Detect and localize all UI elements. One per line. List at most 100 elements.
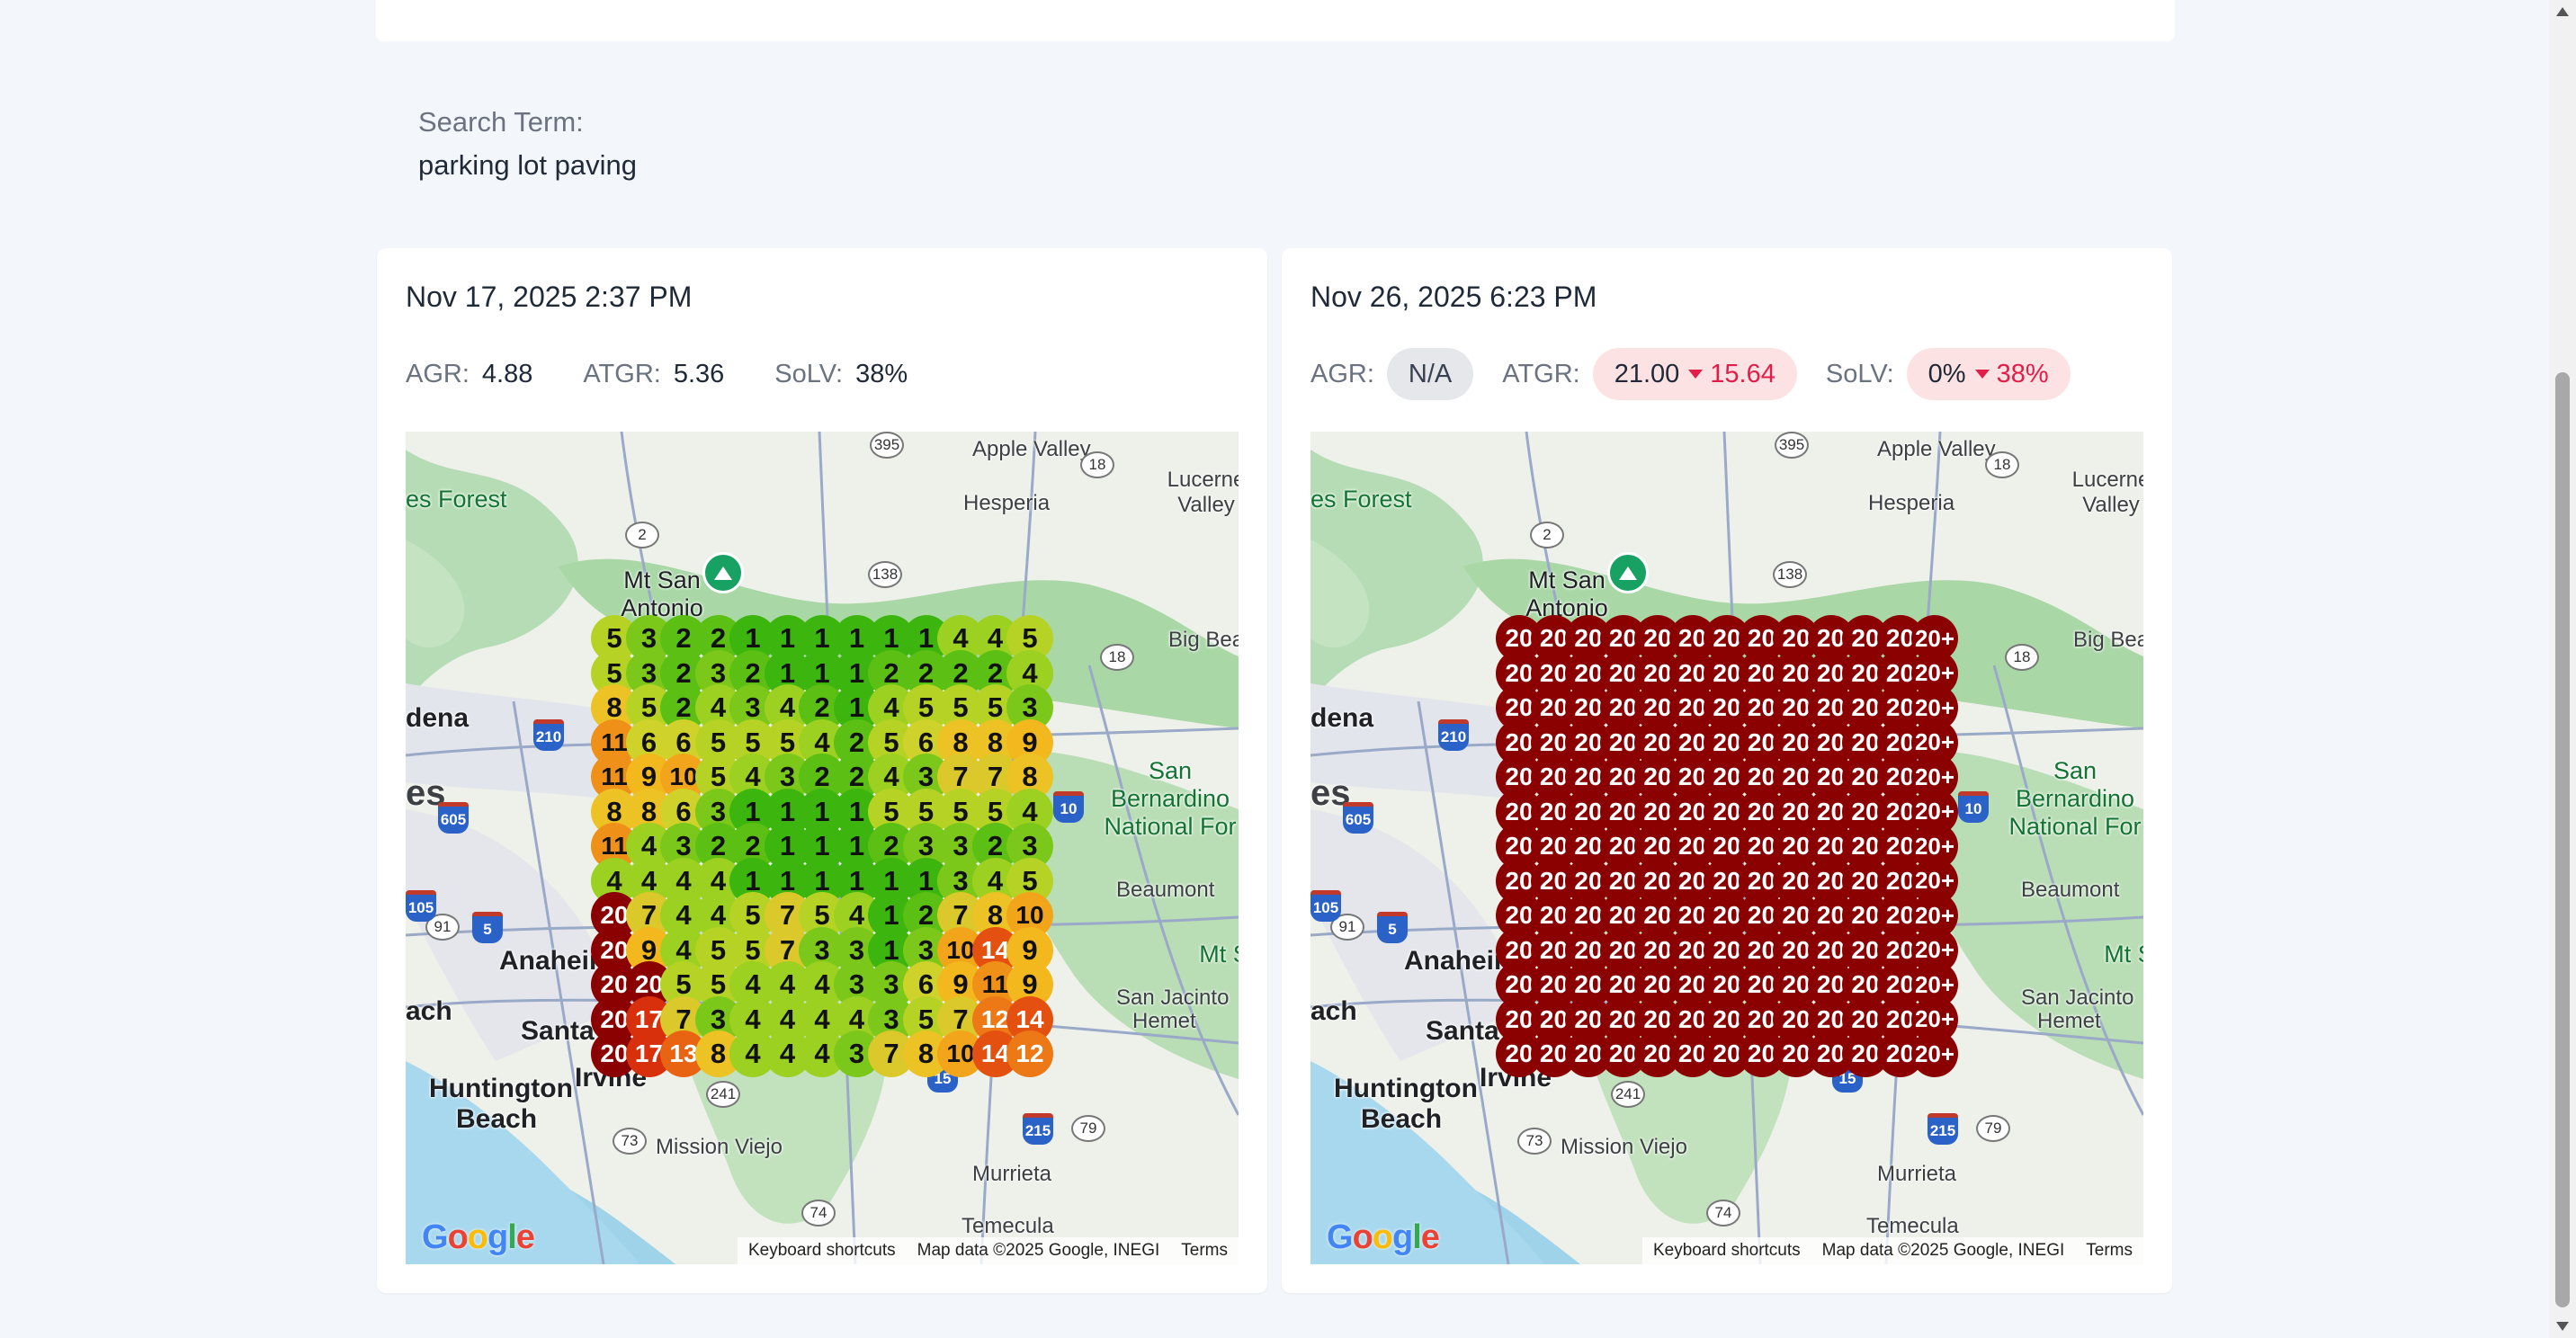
map-place-label: Beaumont	[1116, 878, 1215, 902]
interstate-shield-icon: 10	[1958, 791, 1989, 823]
mountain-peak-icon[interactable]	[702, 552, 744, 593]
rank-cell[interactable]: 20	[591, 1030, 638, 1077]
metrics-row: AGR: N/A ATGR: 21.00 15.64 SoLV: 0% 38%	[1310, 347, 2099, 401]
map-place-label: Hemet	[2037, 1009, 2101, 1033]
scrollbar[interactable]	[2549, 0, 2576, 1338]
atgr-value: 21.00	[1614, 359, 1680, 388]
route-shield-icon: 138	[1773, 561, 1807, 588]
agr-value-text: N/A	[1408, 359, 1453, 388]
map-place-label: Mission Viejo	[1561, 1135, 1687, 1159]
map-place-label: Mt San Antonio	[621, 566, 703, 621]
route-shield-icon: 91	[425, 914, 460, 941]
rank-cell[interactable]: 20	[1876, 823, 1924, 870]
rank-cell[interactable]: 20	[1807, 857, 1855, 905]
rank-cell[interactable]: 20	[1530, 649, 1578, 697]
interstate-shield-icon: 210	[533, 719, 564, 751]
route-shield-icon: 74	[1706, 1200, 1740, 1226]
solv-label: SoLV:	[1825, 359, 1894, 388]
map-place-label: Mission Viejo	[656, 1135, 783, 1159]
route-shield-icon: 73	[1517, 1128, 1552, 1155]
search-term-value: parking lot paving	[418, 149, 637, 181]
map-place-label: Beaumont	[2021, 878, 2120, 902]
map-data-text: Map data ©2025 Google, INEGI	[917, 1241, 1160, 1260]
rank-cell[interactable]: 20	[1496, 1030, 1543, 1077]
previous-card	[376, 0, 2175, 41]
google-logo: Google	[422, 1218, 535, 1256]
atgr-label: ATGR:	[583, 359, 661, 388]
terms-link[interactable]: Terms	[1181, 1241, 1228, 1260]
atgr-value: 5.36	[673, 359, 725, 388]
rank-cell[interactable]: 20	[1668, 995, 1716, 1043]
rank-cell[interactable]: 20	[1842, 1030, 1889, 1077]
rank-cell[interactable]: 20+	[1911, 1030, 1958, 1077]
search-term-block: Search Term: parking lot paving	[418, 103, 637, 185]
rank-cell[interactable]: 20+	[1911, 926, 1958, 974]
solv-delta: 38%	[1996, 359, 2049, 388]
solv-change-badge: 0% 38%	[1906, 348, 2071, 400]
rank-cell[interactable]: 20	[1876, 1030, 1924, 1077]
rank-cell[interactable]: 20	[1842, 615, 1889, 662]
route-shield-icon: 18	[1100, 644, 1134, 671]
rank-grid-map[interactable]: Apple Valley Lucerne Valley Hesperia Mt San…	[406, 432, 1239, 1264]
map-place-label: Temecula	[1866, 1214, 1959, 1238]
route-shield-icon: 74	[801, 1200, 836, 1226]
agr-label: AGR:	[1310, 359, 1374, 388]
rank-grid-map[interactable]: Apple Valley Lucerne Valley Hesperia Mt San…	[1310, 432, 2143, 1264]
route-shield-icon: 79	[1071, 1115, 1105, 1142]
route-shield-icon: 241	[1611, 1081, 1645, 1108]
rank-cell[interactable]: 20+	[1911, 823, 1958, 870]
map-place-label: dena	[406, 703, 470, 733]
rank-cell[interactable]: 20+	[1911, 718, 1958, 766]
agr-value: 4.88	[481, 359, 533, 388]
rank-cell[interactable]: 12	[1006, 1030, 1053, 1077]
map-place-label: es Forest	[406, 486, 507, 513]
rank-cell[interactable]: 3	[1006, 684, 1053, 731]
map-place-label: Huntington Beach	[1334, 1074, 1478, 1134]
map-place-label: es Forest	[1310, 486, 1412, 513]
interstate-shield-icon: 5	[1377, 912, 1408, 943]
map-place-label: San Bernardino National For	[1104, 757, 1237, 840]
metrics-row: AGR: 4.88 ATGR: 5.36 SoLV: 38%	[406, 347, 958, 401]
scroll-up-arrow-icon[interactable]	[2556, 7, 2569, 16]
solv-value: 38%	[855, 359, 908, 388]
interstate-shield-icon: 215	[1928, 1113, 1958, 1145]
map-attribution: Keyboard shortcuts Map data ©2025 Google,…	[1641, 1237, 2143, 1264]
route-shield-icon: 395	[1775, 432, 1809, 459]
map-place-label: Anahein	[1404, 946, 1511, 976]
map-place-label: Santa	[1426, 1016, 1499, 1046]
terms-link[interactable]: Terms	[2086, 1241, 2133, 1260]
rank-cell[interactable]: 20+	[1911, 892, 1958, 939]
map-place-label: Hesperia	[963, 491, 1051, 515]
map-place-label: San Bernardino National For	[2008, 757, 2142, 840]
keyboard-shortcuts-link[interactable]: Keyboard shortcuts	[1652, 1241, 1801, 1260]
keyboard-shortcuts-link[interactable]: Keyboard shortcuts	[747, 1241, 896, 1260]
rank-cell[interactable]: 20	[1807, 788, 1855, 835]
rank-cell[interactable]: 20	[1876, 684, 1924, 731]
map-place-label: Mt San	[2104, 941, 2143, 968]
map-place-label: Murrieta	[1877, 1162, 1957, 1186]
interstate-shield-icon: 105	[406, 890, 436, 922]
scroll-thumb[interactable]	[2555, 372, 2570, 1307]
report-date: Nov 26, 2025 6:23 PM	[1310, 281, 1597, 313]
map-place-label: Lucerne Valley	[2071, 468, 2143, 517]
interstate-shield-icon: 10	[1053, 791, 1084, 823]
map-place-label: Big Bear L	[2073, 628, 2143, 652]
rank-cell[interactable]: 2	[902, 649, 950, 697]
agr-label: AGR:	[406, 359, 470, 388]
google-logo: Google	[1327, 1218, 1440, 1256]
route-shield-icon: 2	[625, 522, 659, 549]
rank-cell[interactable]: 20	[1634, 684, 1681, 731]
map-place-label: San Jacinto	[2021, 986, 2134, 1010]
rank-cell[interactable]: 20	[1876, 995, 1924, 1043]
map-place-label: Apple Valley	[972, 437, 1091, 461]
route-shield-icon: 138	[868, 561, 902, 588]
map-place-label: Lucerne Valley	[1167, 468, 1239, 517]
report-date: Nov 17, 2025 2:37 PM	[406, 281, 693, 313]
mountain-peak-icon[interactable]	[1607, 552, 1649, 593]
map-place-label: Mt San	[1199, 941, 1239, 968]
map-place-label: Anahein	[499, 946, 606, 976]
rank-cell[interactable]: 4	[799, 1030, 845, 1077]
map-attribution: Keyboard shortcuts Map data ©2025 Google,…	[737, 1237, 1239, 1264]
search-term-label: Search Term:	[418, 106, 584, 138]
scroll-down-arrow-icon[interactable]	[2556, 1322, 2569, 1331]
